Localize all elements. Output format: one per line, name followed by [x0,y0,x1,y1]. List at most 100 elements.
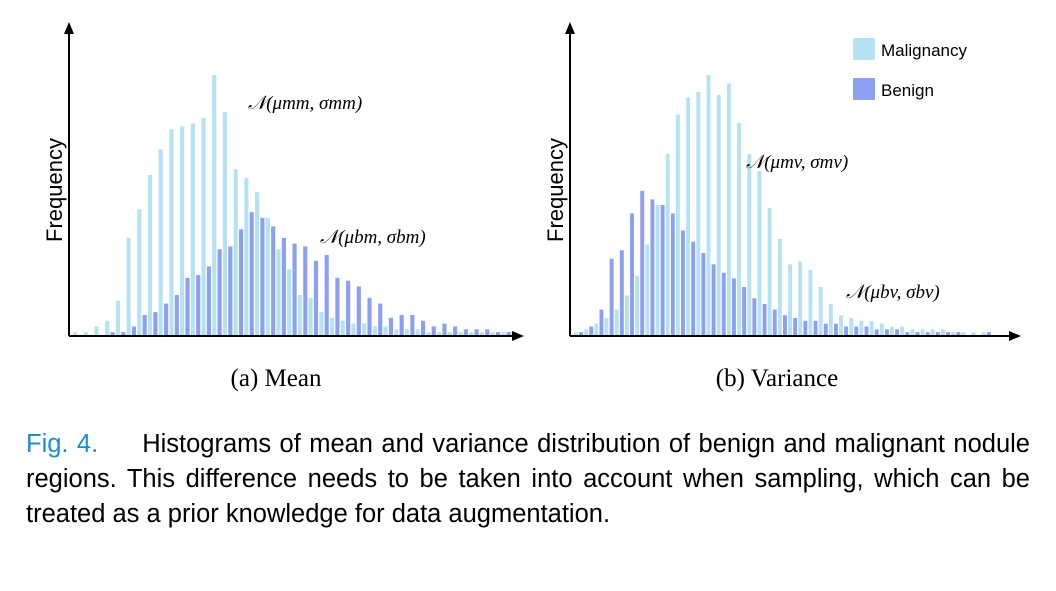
mean-malignancy-bar [372,326,377,335]
variance-malignancy-bar [645,244,650,335]
variance-benign-bar [670,213,675,335]
caption-text: Histograms of mean and variance distribu… [26,430,1030,528]
mean-malignancy-bar [362,323,367,335]
mean-malignancy-bar [265,217,270,335]
variance-malignancy-bar [849,318,854,335]
variance-benign-bar [803,320,808,335]
mean-malignancy-bar [297,295,302,335]
variance-benign-bar [762,303,767,335]
variance-malignancy-bar [828,303,833,335]
variance-malignancy-bar [798,261,803,335]
variance-malignancy-bar [675,114,680,335]
mean-benign-bar [142,315,147,335]
legend-swatch-malignancy [853,38,875,60]
variance-benign-bar [956,332,961,335]
legend-label-malignancy: Malignancy [881,41,967,60]
mean-bars [73,75,511,336]
variance-malignancy-bar [726,83,731,335]
variance-y-axis-arrow [565,22,575,34]
mean-benign-bar [303,246,308,335]
variance-malignancy-bar [635,275,640,335]
mean-malignancy-bar [447,332,452,335]
mean-benign-bar [485,329,490,335]
mean-benign-bar [110,332,115,335]
figure-caption: Fig. 4. Histograms of mean and variance d… [26,427,1030,532]
mean-benign-bar [335,277,340,335]
mean-malignancy-bar [233,169,238,335]
mean-malignancy-bar [340,320,345,335]
variance-malignancy-bar [839,315,843,335]
mean-benign-bar [442,323,447,335]
mean-malignancy-bar [351,323,356,335]
variance-benign-bar [711,264,716,335]
mean-benign-bar [463,329,468,335]
mean-benign-bar [131,326,137,335]
mean-benign-bar [431,326,436,335]
mean-malignancy-bar [404,329,410,335]
variance-benign-bar [650,199,655,335]
variance-malignancy-bar [747,154,752,335]
mean-malignancy-bar [73,332,78,335]
mean-benign-bar [238,229,244,335]
mean-x-axis-arrow [512,331,524,341]
variance-benign-bar [844,326,849,335]
variance-malignancy-bar [665,154,670,335]
variance-benign-bar [915,332,920,335]
variance-benign-bar [823,323,828,335]
variance-benign-bar [599,309,604,335]
mean-benign-bar [506,332,511,335]
variance-benign-bar [854,326,859,335]
mean-malignancy-bar [126,237,131,335]
mean-malignancy-bar [94,326,99,335]
mean-malignancy-bar [105,320,110,335]
variance-benign-bar [619,250,624,335]
mean-y-axis-label: Frequency [42,138,67,242]
variance-histogram-panel: Frequency 𝒩(μmv, σmv) 𝒩(μbv, σbv) (b) Va… [543,22,1021,392]
variance-benign-bar [772,309,777,335]
mean-malignancy-bar [458,332,463,335]
mean-benign-bar [367,297,372,335]
variance-malignancy-bar [737,123,742,335]
variance-malignancy-bar [869,320,874,335]
mean-malignancy-bar [115,300,120,335]
mean-malignancy-bar [319,312,324,335]
mean-benign-bar [164,303,169,335]
mean-benign-bar [206,266,211,335]
figure: Frequency 𝒩(μmm, σmm) 𝒩(μbm, σbm) (a) Me… [42,22,1021,392]
mean-subcaption: (a) Mean [231,365,322,392]
mean-malignancy-bar [437,332,442,335]
variance-benign-bar [691,241,696,335]
mean-benign-bar [388,317,394,335]
variance-malignancy-bar [941,329,945,335]
variance-malignancy-bar [624,295,629,335]
variance-malignancy-bar [808,270,813,335]
mean-malignancy-bar [469,332,474,335]
mean-malignancy-bar [383,326,388,335]
variance-benign-bar [732,278,736,335]
variance-malignancy-bar [706,75,711,335]
mean-malignancy-bar [426,332,431,335]
mean-malignancy-bar [180,126,185,336]
mean-malignancy-bar [255,192,260,335]
mean-benign-annotation: 𝒩(μbm, σbm) [320,227,426,248]
mean-malignancy-bar [201,117,206,335]
variance-benign-bar [589,326,594,335]
variance-malignancy-bar [910,329,915,335]
mean-benign-bar [228,246,233,335]
variance-y-axis-label: Frequency [543,138,568,242]
mean-malignancy-bar [222,112,228,335]
variance-malignancy-bar [777,238,782,335]
variance-malignancy-bar [930,329,935,335]
mean-malignancy-bar [329,317,335,335]
variance-malignancy-bar [981,332,986,335]
variance-benign-bar [742,286,747,335]
legend: Malignancy Benign [853,38,967,100]
variance-malignancy-bar [900,326,905,335]
mean-benign-bar [292,243,297,335]
variance-benign-bar [752,298,757,335]
variance-bars [574,75,991,336]
caption-label: Fig. 4. [26,430,99,458]
variance-benign-bar [579,332,583,335]
variance-malignancy-bar [920,329,925,335]
mean-benign-bar [346,280,351,335]
